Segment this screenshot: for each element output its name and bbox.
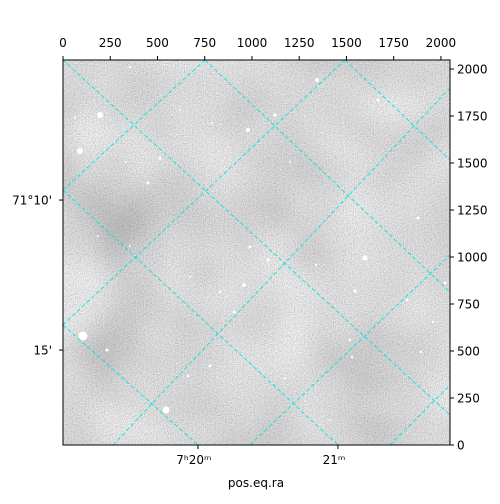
right-tick-label: 1250 [457,204,488,218]
dec-tick-label: 15' [33,344,52,358]
axes-frame [62,59,451,446]
sky-image [63,60,450,445]
top-tick-label: 1000 [237,36,268,50]
ra-tick-label: 7ʰ20ᵐ [176,453,211,467]
top-tick-label: 750 [193,36,216,50]
right-tick-label: 0 [457,439,465,453]
top-tick-label: 1750 [378,36,409,50]
top-tick-label: 0 [59,36,67,50]
right-tick-label: 250 [457,392,480,406]
dec-tick-label: 71°10' [12,194,52,208]
right-tick-label: 500 [457,345,480,359]
stars [74,65,447,421]
ra-tick-label: 21ᵐ [323,453,346,467]
x-axis-label: pos.eq.ra [228,476,284,490]
right-tick-label: 2000 [457,63,488,77]
top-tick-label: 500 [146,36,169,50]
right-tick-label: 1500 [457,157,488,171]
right-tick-label: 1000 [457,251,488,265]
top-tick-label: 2000 [426,36,457,50]
right-tick-label: 750 [457,298,480,312]
top-tick-label: 1250 [284,36,315,50]
right-tick-label: 1750 [457,110,488,124]
coordinate-grid [63,60,450,445]
top-tick-label: 1500 [331,36,362,50]
top-tick-label: 250 [99,36,122,50]
